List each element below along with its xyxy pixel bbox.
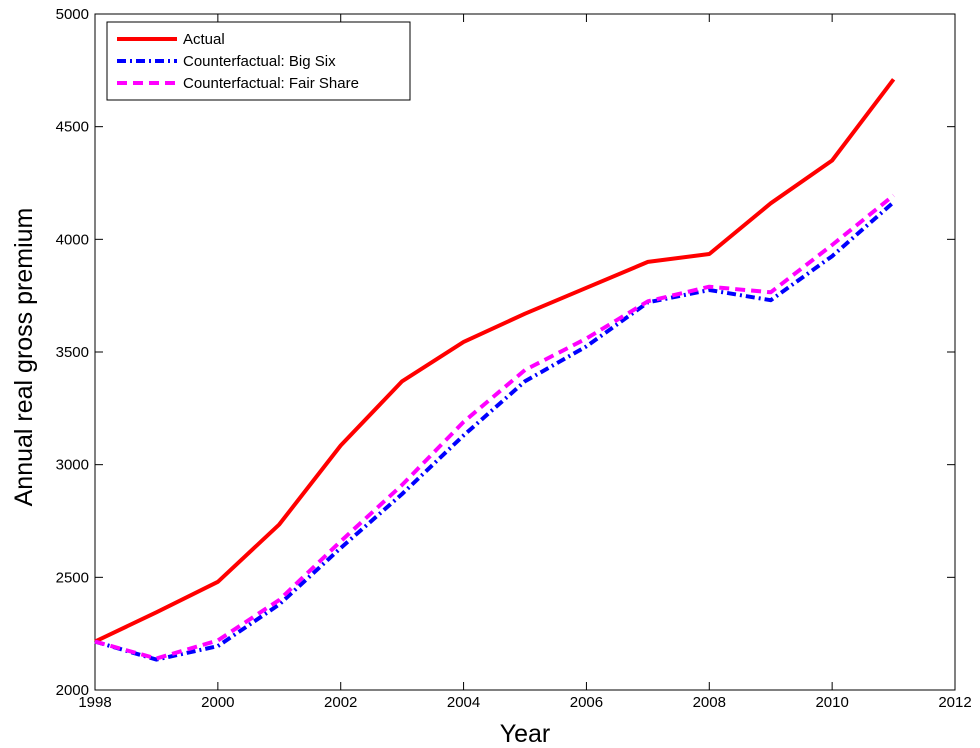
y-tick-label: 3000 bbox=[56, 457, 89, 474]
x-tick-label: 2008 bbox=[693, 694, 726, 711]
y-tick-label: 4500 bbox=[56, 119, 89, 136]
x-tick-label: 2010 bbox=[815, 694, 848, 711]
plot-area-border bbox=[94, 13, 956, 691]
x-tick-label: 2000 bbox=[201, 694, 234, 711]
series-line-2 bbox=[94, 200, 895, 662]
x-axis-title: Year bbox=[500, 720, 551, 748]
legend: Actual Counterfactual: Big Six Counterfact… bbox=[106, 21, 411, 101]
y-tick-label: 3500 bbox=[56, 344, 89, 361]
x-tick-label: 2012 bbox=[938, 694, 971, 711]
x-tick-label: 2006 bbox=[570, 694, 603, 711]
y-tick-label: 4000 bbox=[56, 231, 89, 248]
x-tick-label: 2002 bbox=[324, 694, 357, 711]
legend-label-3: Counterfactual: Fair Share bbox=[183, 75, 359, 92]
x-tick-label: 1998 bbox=[78, 694, 111, 711]
y-tick-label: 5000 bbox=[56, 6, 89, 23]
x-axis-ticks: 1998 2000 2002 2004 2006 2008 2010 2012 bbox=[78, 14, 972, 711]
y-axis-ticks: 2000 2500 3000 3500 4000 4500 5000 bbox=[56, 6, 955, 699]
y-tick-label: 2000 bbox=[56, 682, 89, 699]
y-axis-title: Annual real gross premium bbox=[10, 208, 38, 507]
legend-label-1: Actual bbox=[183, 31, 225, 48]
x-tick-label: 2004 bbox=[447, 694, 480, 711]
series-line-1 bbox=[94, 78, 896, 644]
legend-label-2: Counterfactual: Big Six bbox=[183, 53, 336, 70]
series-lines bbox=[94, 78, 896, 662]
series-line-3 bbox=[94, 193, 895, 661]
plot-frame bbox=[94, 13, 956, 691]
y-tick-label: 2500 bbox=[56, 569, 89, 586]
